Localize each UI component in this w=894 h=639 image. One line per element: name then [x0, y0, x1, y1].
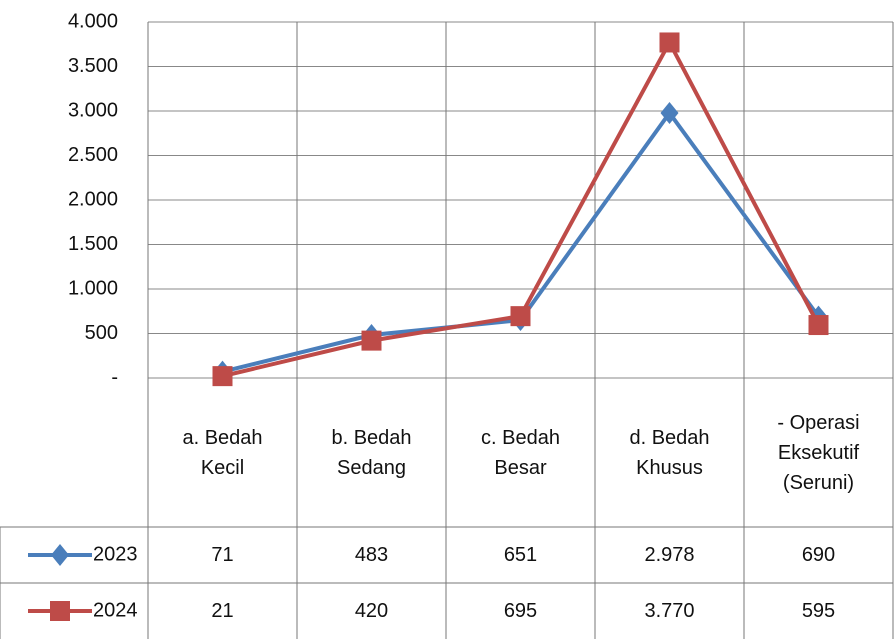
category-label-text: a. Bedah Kecil — [182, 426, 263, 479]
data-point — [510, 306, 531, 327]
y-tick-label: - — [111, 366, 118, 388]
data-point — [212, 366, 233, 387]
category-label-text: d. Bedah Khusus — [629, 426, 710, 479]
category-label: c. Bedah Besar — [446, 378, 595, 527]
value-label: 3.770 — [595, 583, 744, 639]
data-point — [361, 330, 382, 351]
value-label: 21 — [148, 583, 297, 639]
data-point — [659, 32, 680, 53]
legend-marker — [51, 544, 69, 566]
value-label-text: 3.770 — [644, 600, 695, 622]
value-label: 71 — [148, 527, 297, 583]
category-label: d. Bedah Khusus — [595, 378, 744, 527]
y-tick-label: 2.500 — [68, 144, 118, 166]
value-label: 651 — [446, 527, 595, 583]
value-label-text: 695 — [503, 600, 538, 622]
value-label: 690 — [744, 527, 893, 583]
value-label: 420 — [297, 583, 446, 639]
y-tick-label: 500 — [85, 322, 118, 344]
value-label-text: 2.978 — [644, 544, 695, 566]
value-label: 2.978 — [595, 527, 744, 583]
category-label: b. Bedah Sedang — [297, 378, 446, 527]
value-label-text: 595 — [801, 600, 836, 622]
data-point — [808, 315, 829, 336]
y-tick-label: 3.500 — [68, 55, 118, 77]
category-label-text: b. Bedah Sedang — [331, 426, 412, 479]
value-label: 695 — [446, 583, 595, 639]
value-label-text: 651 — [503, 544, 538, 566]
value-label-text: 71 — [211, 544, 234, 566]
y-tick-label: 2.000 — [68, 188, 118, 210]
legend-marker — [50, 601, 70, 621]
category-label: - Operasi Eksekutif (Seruni) — [744, 378, 893, 527]
data-point — [660, 101, 679, 124]
value-label-text: 21 — [211, 600, 234, 622]
category-label-text: - Operasi Eksekutif (Seruni) — [777, 411, 860, 494]
legend-label: 2024 — [93, 599, 138, 621]
y-tick-label: 4.000 — [68, 10, 118, 32]
value-label-text: 483 — [354, 544, 389, 566]
category-label: a. Bedah Kecil — [148, 378, 297, 527]
legend-label: 2023 — [93, 543, 138, 565]
y-tick-label: 1.500 — [68, 233, 118, 255]
value-label-text: 420 — [354, 600, 389, 622]
category-label-text: c. Bedah Besar — [481, 426, 560, 479]
y-tick-label: 1.000 — [68, 277, 118, 299]
value-label: 483 — [297, 527, 446, 583]
y-tick-label: 3.000 — [68, 99, 118, 121]
value-label-text: 690 — [801, 544, 836, 566]
value-label: 595 — [744, 583, 893, 639]
